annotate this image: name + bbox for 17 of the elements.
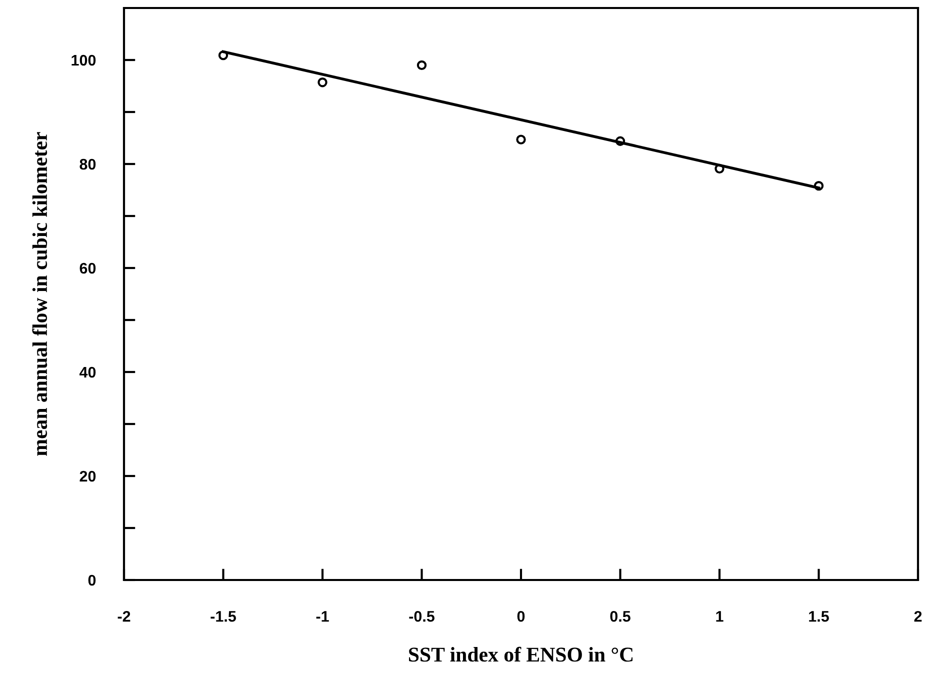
y-tick-label: 60 bbox=[80, 262, 96, 274]
x-tick-label: 1 bbox=[716, 611, 724, 622]
x-tick-label: 1.5 bbox=[809, 611, 829, 622]
y-tick-label: 20 bbox=[80, 470, 96, 482]
x-tick-label: 2 bbox=[914, 610, 922, 622]
x-tick-label: -0.5 bbox=[409, 610, 434, 622]
x-tick-label: -1.5 bbox=[210, 611, 236, 622]
x-tick-label: -2 bbox=[118, 610, 130, 622]
y-axis-title: mean annual flow in cubic kilometer bbox=[32, 132, 48, 456]
y-tick-label: 40 bbox=[79, 366, 96, 378]
y-tick-label: 80 bbox=[80, 158, 96, 170]
y-tick-label: 0 bbox=[88, 574, 96, 586]
x-tick-label: -1 bbox=[316, 611, 329, 622]
y-tick-label: 100 bbox=[72, 54, 96, 66]
x-tick-label: 0.5 bbox=[610, 610, 630, 622]
x-axis-title: SST index of ENSO in °C bbox=[409, 646, 633, 662]
x-tick-label: 0 bbox=[517, 610, 525, 622]
